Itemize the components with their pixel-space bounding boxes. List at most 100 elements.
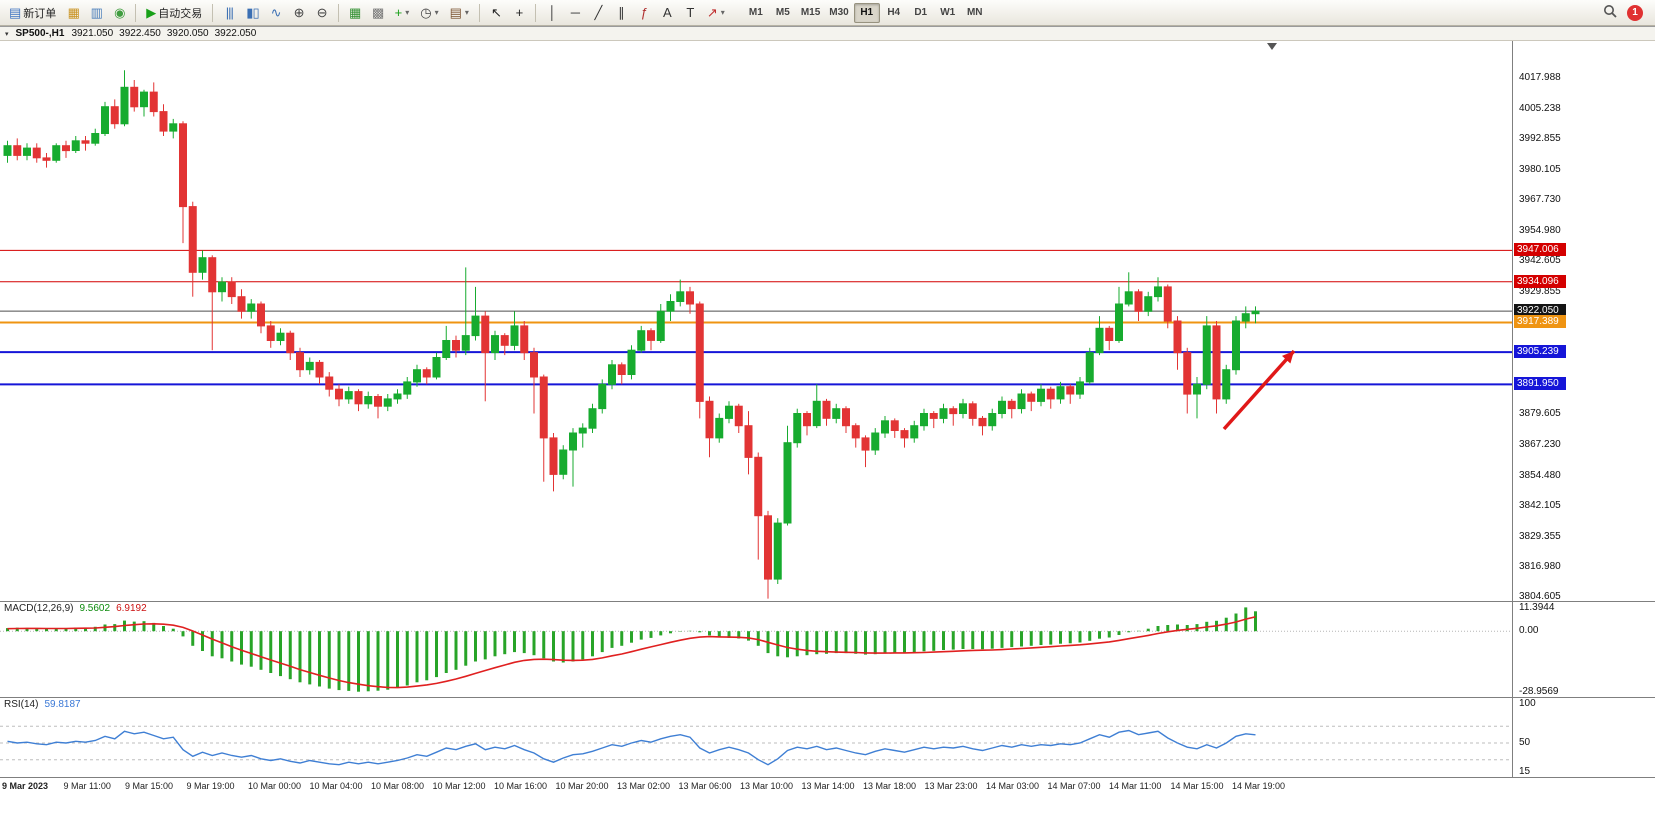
line-chart-button[interactable]: ∿: [265, 2, 287, 24]
macd-plot-area[interactable]: MACD(12,26,9) 9.5602 6.9192: [0, 602, 1512, 697]
horizontal-line-button[interactable]: ─: [564, 2, 586, 24]
timeframe-m1-button[interactable]: M1: [743, 3, 769, 23]
timeframe-h4-button[interactable]: H4: [881, 3, 907, 23]
trend-arrow-annotation[interactable]: [1222, 349, 1296, 431]
candle: [1173, 320, 1182, 354]
time-axis-label: 13 Mar 06:00: [678, 781, 732, 791]
macd-pane: MACD(12,26,9) 9.5602 6.9192 11.3944 0.00 -…: [0, 601, 1655, 697]
toolbar-separator: [478, 3, 480, 22]
timeframe-w1-button[interactable]: W1: [935, 3, 961, 23]
candle: [110, 106, 119, 125]
notification-badge[interactable]: 1: [1627, 4, 1643, 21]
candlestick-chart[interactable]: [0, 41, 1512, 601]
zoom-in-button[interactable]: ⊕: [288, 2, 310, 24]
new-order-button-label: 新订单: [23, 7, 57, 20]
candlestick-chart-button[interactable]: ▮▯: [241, 2, 263, 24]
tile-windows-button[interactable]: ▦: [344, 2, 366, 24]
data-window-button[interactable]: ▥: [85, 2, 107, 24]
text-button[interactable]: A: [656, 2, 678, 24]
candle: [588, 408, 597, 429]
price-plot-area[interactable]: [0, 41, 1512, 601]
rsi-value: 59.8187: [44, 699, 81, 710]
cursor-button[interactable]: ↖: [485, 2, 507, 24]
candle: [676, 291, 685, 303]
cascade-windows-button[interactable]: ▩: [367, 2, 389, 24]
candle: [325, 376, 334, 390]
timeframe-m15-button[interactable]: M15: [797, 3, 824, 23]
crosshair-button[interactable]: +: [508, 2, 530, 24]
candle: [998, 400, 1006, 414]
candle: [52, 145, 61, 161]
indicators-button[interactable]: + ▾: [390, 2, 415, 24]
time-axis-label: 10 Mar 12:00: [432, 781, 486, 791]
candle: [91, 133, 100, 144]
candle: [1144, 296, 1153, 312]
candle: [1007, 400, 1016, 410]
candle: [374, 396, 382, 407]
candle: [510, 325, 519, 346]
candle: [764, 515, 772, 580]
zoom-out-button[interactable]: ⊖: [311, 2, 333, 24]
timeframe-m30-button[interactable]: M30: [825, 3, 852, 23]
time-axis[interactable]: 9 Mar 2023 9 Mar 11:00 9 Mar 15:00 9 Mar 19…: [0, 777, 1655, 795]
time-axis-label: 9 Mar 11:00: [63, 781, 111, 791]
candle: [81, 140, 90, 144]
candles-layer: [3, 70, 1260, 599]
dropdown-caret-icon: ▾: [464, 8, 469, 17]
timeframe-h1-button[interactable]: H1: [853, 2, 880, 23]
dropdown-caret-icon: ▾: [434, 8, 439, 17]
bar-chart-button[interactable]: |||: [218, 2, 240, 24]
candle: [218, 281, 226, 293]
time-axis-label: 14 Mar 03:00: [986, 781, 1040, 791]
candle: [647, 330, 655, 341]
bottom-spacer: [0, 795, 1655, 827]
candle: [286, 332, 295, 354]
main-toolbar: ▤ 新订单 ▦ ▥ ◉ ▶ 自动交易 ||| ▮▯ ∿ ⊕ ⊖ ▦ ▩ + ▾ ◷ ▾ ▤ ▾ ↖ + │ ─ ╱ ∥ ƒ A T ↗ ▾ M…: [0, 0, 1655, 26]
market-watch-button[interactable]: ▦: [62, 2, 84, 24]
candle: [1076, 381, 1084, 395]
navigator-button[interactable]: ◉: [108, 2, 130, 24]
navigator-icon: ◉: [114, 5, 125, 20]
search-button[interactable]: [1598, 2, 1622, 24]
fibonacci-icon: ƒ: [640, 5, 648, 20]
periods-button[interactable]: ◷ ▾: [415, 2, 443, 24]
fibonacci-button[interactable]: ƒ: [633, 2, 655, 24]
auto-trading-button[interactable]: ▶ 自动交易: [141, 2, 207, 24]
dropdown-caret-icon: ▾: [405, 8, 410, 17]
candle: [461, 335, 470, 351]
candle: [471, 315, 480, 337]
templates-button[interactable]: ▤ ▾: [445, 2, 474, 24]
price-axis-label: 4017.988: [1519, 71, 1561, 83]
label-button[interactable]: T: [679, 2, 701, 24]
time-axis-label: 13 Mar 23:00: [924, 781, 978, 791]
candle: [627, 349, 636, 376]
candle: [578, 427, 587, 434]
ohlc-low: 3920.050: [166, 28, 209, 39]
chart-shift-marker[interactable]: [1267, 43, 1277, 50]
rsi-plot-area[interactable]: RSI(14) 59.8187: [0, 698, 1512, 777]
rsi-axis-label: 15: [1519, 766, 1531, 777]
chart-menu-icon[interactable]: ▾: [5, 30, 9, 38]
new-order-button[interactable]: ▤ 新订单: [4, 2, 61, 24]
candle: [13, 145, 22, 156]
macd-axis[interactable]: 11.3944 0.00 -28.9569: [1512, 602, 1655, 697]
time-axis-label: 14 Mar 07:00: [1047, 781, 1101, 791]
vertical-line-button[interactable]: │: [541, 2, 563, 24]
rsi-chart[interactable]: [0, 698, 1512, 777]
candle: [62, 145, 70, 152]
timeframe-d1-button[interactable]: D1: [908, 3, 934, 23]
timeframe-m5-button[interactable]: M5: [770, 3, 796, 23]
macd-chart[interactable]: [0, 602, 1512, 697]
ohlc-close: 3922.050: [214, 28, 257, 39]
rsi-axis[interactable]: 100 50 15: [1512, 698, 1655, 777]
price-axis[interactable]: 4017.988 4005.238 3992.855 3980.105 3967.730…: [1512, 41, 1655, 601]
candlestick-chart-icon: ▮▯: [246, 5, 259, 20]
candle: [978, 417, 987, 427]
new-order-icon: ▤: [9, 5, 21, 20]
arrows-button[interactable]: ↗ ▾: [702, 2, 730, 24]
magnifier-icon: [1603, 4, 1617, 21]
trendline-button[interactable]: ╱: [587, 2, 609, 24]
channel-button[interactable]: ∥: [610, 2, 632, 24]
candle: [1105, 327, 1114, 341]
timeframe-mn-button[interactable]: MN: [962, 3, 988, 23]
